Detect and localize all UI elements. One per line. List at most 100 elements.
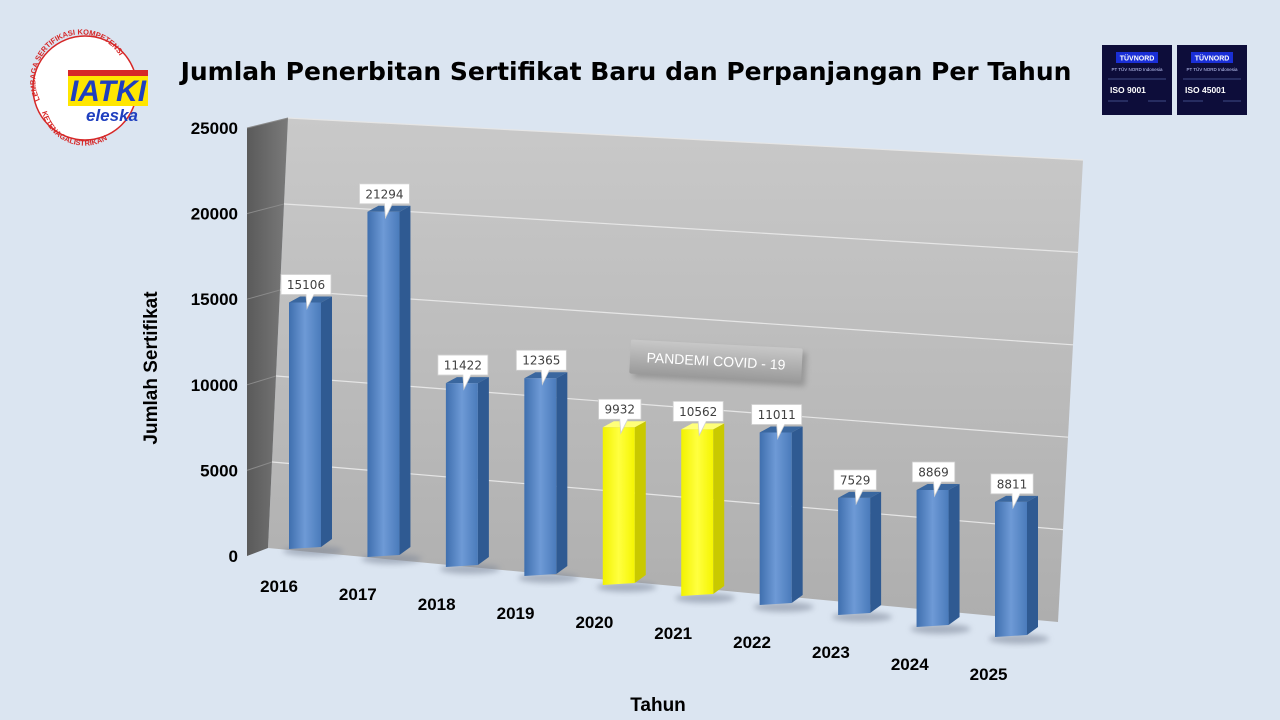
bar-side-face (477, 377, 489, 565)
data-label-box (751, 404, 803, 440)
bar-side-face (321, 296, 332, 547)
y-tick-label: 10000 (191, 376, 238, 395)
bar-2020 (602, 421, 646, 585)
x-axis-title: Tahun (630, 695, 686, 716)
data-label-box (359, 183, 410, 220)
side-gridline (246, 289, 281, 300)
badge-company-text: PT TÜV NORD Indonesia (1111, 66, 1163, 72)
bar-side-face (713, 423, 725, 594)
data-label-box (598, 398, 642, 435)
x-tick-label: 2017 (339, 585, 377, 604)
bar-shadow (832, 612, 893, 622)
gridline (279, 289, 1074, 346)
data-label-text: 8811 (997, 477, 1028, 491)
x-tick-label: 2018 (418, 595, 456, 614)
bar-2016 (289, 296, 332, 549)
y-tick-label: 20000 (191, 205, 238, 224)
bar-shadow (361, 554, 422, 564)
data-label-text: 9932 (605, 403, 636, 417)
data-label-2019: 12365 (515, 349, 567, 386)
data-label-box (990, 473, 1034, 510)
bar-front-face (838, 497, 871, 615)
data-label-box (833, 469, 877, 506)
bar-front-face (995, 501, 1027, 637)
bar-side-face (870, 491, 882, 613)
side-gridline (246, 117, 289, 129)
bar-front-face (367, 211, 400, 557)
x-axis-ticks: 2016 2017 2018 2019 2020 2021 2022 2023 2024 2025 (260, 577, 1007, 684)
data-label-2016: 15106 (280, 274, 332, 310)
badge-brand-text: TÜVNORD (1120, 54, 1155, 63)
data-label-2017: 21294 (359, 183, 410, 220)
data-label-2022: 11011 (751, 404, 803, 440)
bar-front-face (445, 383, 478, 567)
x-tick-label: 2019 (497, 604, 535, 623)
bar-front-face (759, 432, 792, 605)
plot-side-wall (247, 118, 288, 556)
y-tick-label: 15000 (191, 290, 238, 309)
data-label-text: 11422 (444, 359, 482, 373)
y-axis-title: Jumlah Sertifikat (141, 291, 162, 445)
data-label-2018: 11422 (437, 354, 489, 391)
logo-sub-text: eleska (86, 106, 138, 125)
data-label-2021: 10562 (672, 400, 724, 437)
bar-shadow (518, 573, 579, 583)
gridline (283, 203, 1079, 253)
x-tick-label: 2020 (575, 613, 613, 632)
bar-2017 (367, 205, 411, 557)
data-label-box (280, 274, 332, 310)
logo-main-text: IATKI (70, 75, 147, 108)
bar-shadow (910, 624, 971, 634)
bar-2025 (995, 495, 1038, 637)
bar-2022 (759, 426, 803, 605)
bar-2018 (445, 377, 489, 567)
badge-iso-text: ISO 45001 (1185, 85, 1226, 95)
x-tick-label: 2016 (260, 577, 298, 596)
side-gridline (246, 461, 273, 471)
data-label-2023: 7529 (833, 469, 877, 506)
y-tick-label: 25000 (191, 119, 238, 138)
bar-series (289, 205, 1038, 637)
data-label-text: 11011 (758, 408, 796, 422)
data-label-2020: 9932 (598, 398, 642, 435)
x-tick-label: 2025 (970, 665, 1008, 684)
data-label-text: 10562 (679, 405, 717, 419)
side-gridline (246, 203, 285, 215)
x-tick-label: 2021 (654, 624, 692, 643)
chart-title: Jumlah Penerbitan Sertifikat Baru dan Pe… (179, 57, 1072, 86)
bar-shadow (283, 546, 343, 556)
data-label-box (437, 354, 489, 391)
bar-shadow (753, 602, 814, 612)
side-gridline (246, 375, 277, 386)
logo-block (68, 76, 148, 106)
bar-front-face (602, 427, 635, 585)
bar-shadow (989, 634, 1049, 644)
badge-brand-box (1116, 52, 1158, 63)
x-tick-label: 2023 (812, 643, 850, 662)
bar-2021 (681, 423, 725, 596)
certification-badge-iso45001: TÜVNORD PT TÜV NORD Indonesia ISO 45001 (1177, 45, 1247, 115)
data-label-text: 15106 (287, 278, 325, 292)
bar-shadow (675, 593, 736, 603)
certification-badge-iso9001: TÜVNORD PT TÜV NORD Indonesia ISO 9001 (1102, 45, 1172, 115)
annotation-text: PANDEMI COVID - 19 (646, 349, 786, 372)
x-tick-label: 2024 (891, 655, 929, 674)
y-tick-label: 0 (229, 547, 238, 566)
data-label-text: 21294 (365, 187, 403, 201)
x-tick-label: 2022 (733, 633, 771, 652)
bar-front-face (289, 302, 321, 549)
bar-side-face (791, 426, 803, 603)
bar-side-face (948, 483, 960, 625)
logo-stripe (68, 70, 148, 76)
badge-iso-text: ISO 9001 (1110, 85, 1146, 95)
badge-brand-text: TÜVNORD (1195, 54, 1230, 63)
bar-shadow (439, 564, 500, 574)
bar-2019 (524, 372, 568, 576)
data-labels: 15106 21294 11422 12365 9932 10562 11011 7529 88… (280, 183, 1034, 510)
data-label-text: 7529 (840, 473, 871, 487)
badge-brand-box (1191, 52, 1233, 63)
bar-2023 (838, 491, 882, 615)
data-label-box (515, 349, 567, 386)
data-label-box (911, 461, 956, 498)
